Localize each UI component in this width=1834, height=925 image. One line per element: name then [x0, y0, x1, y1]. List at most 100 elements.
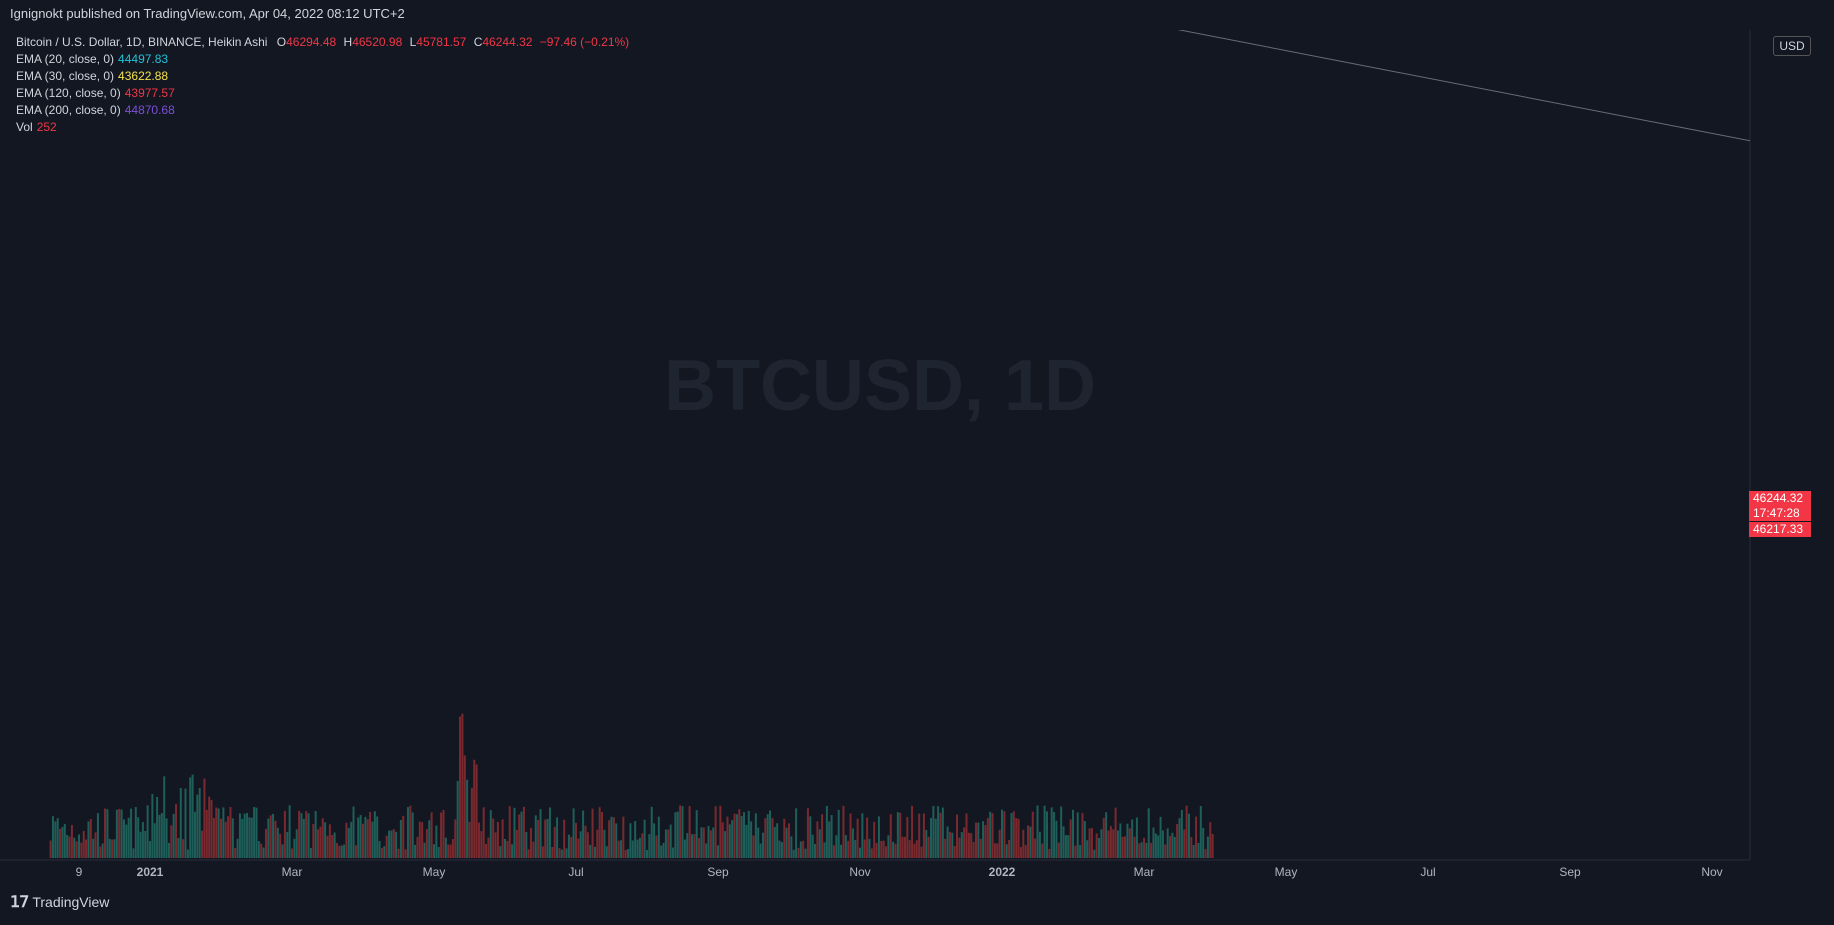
indicator-ema30[interactable]: EMA (30, close, 0) 43622.88 — [16, 69, 169, 83]
volume-bar — [1043, 805, 1046, 858]
volume-bar — [761, 832, 764, 858]
indicator-volume[interactable]: Vol 252 — [16, 120, 57, 134]
volume-bar — [548, 807, 551, 858]
time-tick: May — [423, 865, 446, 879]
volume-bar — [399, 820, 402, 858]
volume-bar — [1005, 844, 1008, 858]
volume-bar — [925, 829, 928, 858]
volume-bar — [558, 848, 561, 858]
currency-button[interactable]: USD — [1773, 36, 1811, 56]
volume-bar — [165, 818, 168, 858]
low-value: 45781.57 — [416, 35, 467, 49]
symbol-watermark: BTCUSD, 1D — [664, 346, 1096, 426]
volume-bar — [695, 810, 698, 858]
volume-bar — [260, 843, 263, 858]
volume-bar — [1143, 837, 1145, 858]
volume-bar — [636, 839, 639, 858]
volume-bar — [953, 845, 956, 858]
volume-bar — [757, 827, 760, 858]
volume-bar — [802, 840, 805, 858]
volume-bar — [1157, 835, 1160, 858]
volume-bar — [750, 821, 753, 858]
volume-bar — [1010, 813, 1013, 858]
volume-bar — [918, 813, 921, 858]
volume-bar — [885, 846, 888, 858]
volume-bar — [572, 808, 575, 858]
volume-bar — [1048, 848, 1051, 858]
volume-bar — [944, 838, 947, 858]
volume-bar — [1154, 833, 1157, 858]
volume-bar — [908, 840, 911, 858]
volume-bar — [518, 814, 521, 858]
volume-bar — [295, 829, 298, 858]
volume-bar — [728, 824, 731, 858]
volume-bar — [570, 836, 573, 858]
volume-bar — [51, 816, 54, 858]
time-tick: Jul — [568, 865, 583, 879]
volume-bar — [747, 810, 750, 858]
publisher-line: Ignignokt published on TradingView.com, … — [10, 6, 405, 21]
volume-bar — [634, 821, 637, 858]
volume-bar — [229, 807, 232, 858]
volume-bar — [364, 816, 367, 858]
volume-bar — [856, 818, 859, 858]
volume-bar — [875, 842, 878, 858]
volume-bar — [662, 842, 665, 858]
volume-bar — [75, 841, 78, 858]
volume-bar — [78, 834, 80, 858]
tradingview-footer[interactable]: 𝟣𝟩 TradingView — [10, 892, 109, 912]
volume-bar — [264, 828, 267, 858]
volume-bar — [1031, 811, 1034, 858]
volume-bar — [402, 815, 405, 858]
volume-bar — [87, 821, 90, 858]
last-price-tag: 46244.32 17:47:28 — [1749, 491, 1811, 521]
volume-bar — [866, 817, 869, 858]
volume-bar — [593, 846, 596, 858]
volume-bar — [520, 811, 523, 858]
volume-bar — [447, 844, 450, 858]
volume-bar — [759, 843, 762, 858]
volume-bar — [814, 843, 817, 858]
footer-brand: TradingView — [32, 894, 110, 910]
volume-bar — [144, 830, 147, 858]
volume-bar — [1150, 842, 1153, 858]
volume-bar — [979, 838, 982, 858]
volume-bar — [243, 813, 246, 858]
indicator-ema200[interactable]: EMA (200, close, 0) 44870.68 — [16, 103, 175, 117]
volume-bar — [1067, 835, 1070, 858]
time-tick: Nov — [849, 865, 870, 879]
indicator-ema120[interactable]: EMA (120, close, 0) 43977.57 — [16, 86, 175, 100]
volume-bar — [586, 832, 589, 858]
time-tick: 9 — [76, 865, 83, 879]
volume-bar — [189, 777, 192, 858]
volume-bar — [965, 813, 968, 858]
volume-bar — [667, 829, 670, 858]
volume-bar — [553, 826, 556, 858]
volume-bar — [54, 821, 57, 858]
time-tick: 2021 — [137, 865, 164, 879]
volume-bar — [1147, 808, 1150, 858]
volume-bar — [499, 846, 502, 858]
volume-bar — [96, 813, 99, 858]
volume-bar — [1128, 828, 1131, 858]
volume-bar — [94, 832, 97, 858]
volume-bar — [724, 831, 727, 858]
volume-bar — [1069, 819, 1072, 858]
volume-bar — [179, 788, 182, 858]
indicator-ema20[interactable]: EMA (20, close, 0) 44497.83 — [16, 52, 169, 66]
volume-bar — [222, 807, 225, 858]
volume-bar — [539, 809, 542, 858]
symbol-ohlc-row[interactable]: Bitcoin / U.S. Dollar, 1D, BINANCE, Heik… — [16, 34, 629, 51]
volume-bar — [475, 764, 478, 858]
volume-bar — [156, 796, 159, 858]
volume-bar — [575, 822, 577, 858]
volume-bar — [376, 816, 379, 858]
volume-bar — [1202, 827, 1205, 858]
volume-bar — [1124, 836, 1127, 858]
volume-bar — [283, 810, 286, 858]
volume-bar — [437, 846, 440, 858]
volume-bar — [480, 831, 483, 858]
volume-bar — [1088, 828, 1091, 858]
volume-bar — [440, 812, 443, 858]
